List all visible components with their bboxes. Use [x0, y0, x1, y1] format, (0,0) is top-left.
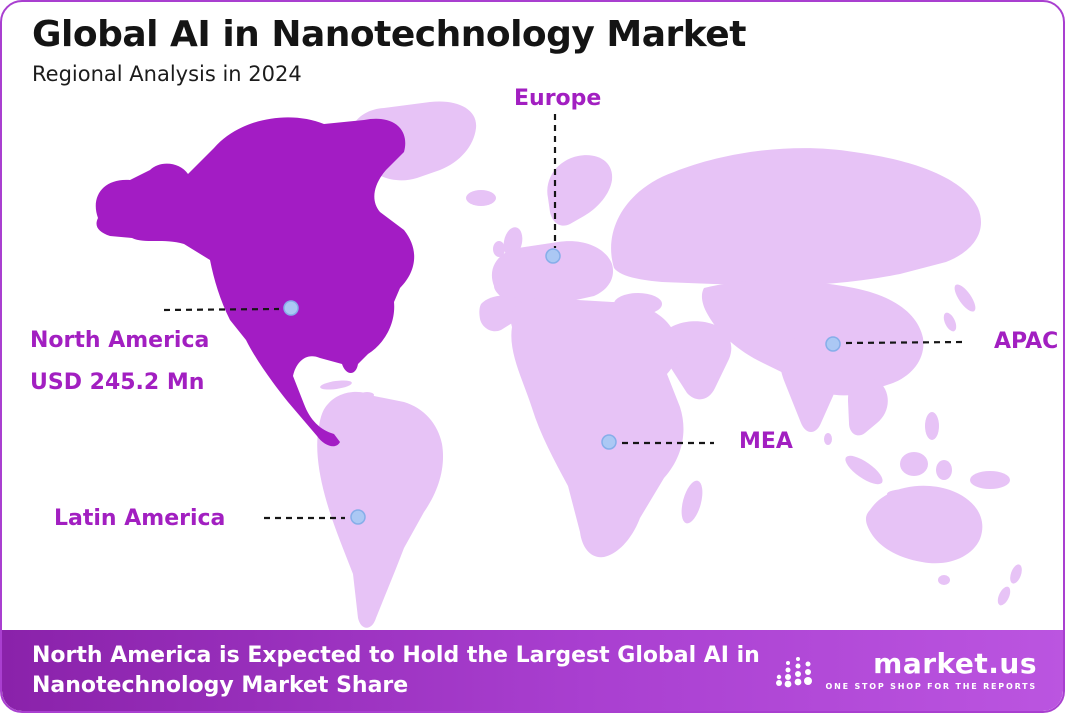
- srilanka-shape: [824, 433, 832, 445]
- indochina-shape: [848, 378, 888, 436]
- marker-mea: [601, 434, 617, 450]
- marker-dots: [283, 248, 841, 525]
- logo-tagline: ONE STOP SHOP FOR THE REPORTS: [825, 682, 1037, 691]
- south-america-shape: [317, 391, 444, 628]
- marker-europe: [545, 248, 561, 264]
- new-zealand-south-shape: [997, 586, 1011, 606]
- sumatra-shape: [845, 455, 883, 485]
- philippines-shape: [925, 412, 939, 440]
- label-apac: APAC: [994, 329, 1059, 354]
- leader-line-apac: [845, 340, 965, 345]
- japan-south-shape: [943, 312, 957, 332]
- banner-text: North America is Expected to Hold the La…: [32, 641, 760, 700]
- new-zealand-north-shape: [1010, 564, 1022, 584]
- caribbean-small-shape: [360, 392, 374, 398]
- marker-latin-america: [350, 509, 366, 525]
- borneo-shape: [900, 452, 928, 476]
- sulawesi-shape: [936, 460, 952, 480]
- madagascar-shape: [681, 480, 703, 524]
- arabia-shape: [660, 321, 732, 400]
- leader-line-north-america: [163, 307, 280, 312]
- label-north-america: North America: [30, 328, 210, 353]
- page-subtitle: Regional Analysis in 2024: [32, 62, 302, 86]
- page-title: Global AI in Nanotechnology Market: [32, 14, 746, 55]
- logo-text-column: market.us ONE STOP SHOP FOR THE REPORTS: [825, 647, 1037, 692]
- ireland-shape: [493, 241, 505, 257]
- australia-shape: [865, 485, 983, 564]
- japan-shape: [954, 284, 976, 312]
- region-north-america-shape: [95, 117, 415, 447]
- new-guinea-shape: [970, 471, 1010, 489]
- marker-north-america: [283, 300, 299, 316]
- label-europe: Europe: [514, 86, 602, 111]
- scandinavia-shape: [547, 155, 613, 226]
- label-mea: MEA: [739, 429, 793, 454]
- tasmania-shape: [938, 575, 950, 585]
- logo-text: market.us: [873, 647, 1037, 680]
- base-regions: [317, 101, 1022, 628]
- iceland-shape: [466, 190, 496, 206]
- africa-shape: [510, 297, 684, 558]
- logo-block: market.us ONE STOP SHOP FOR THE REPORTS: [772, 650, 1037, 692]
- label-latin-america: Latin America: [54, 506, 226, 531]
- russia-shape: [611, 148, 982, 286]
- banner-text-line1: North America is Expected to Hold the La…: [32, 642, 760, 668]
- marketus-logo-icon: [775, 656, 812, 687]
- label-north-america-value: USD 245.2 Mn: [30, 370, 205, 395]
- leader-lines: [163, 114, 965, 520]
- caribbean-shape: [320, 380, 352, 390]
- footer-banner: North America is Expected to Hold the La…: [2, 630, 1063, 711]
- india-shape: [779, 337, 845, 432]
- marker-apac: [825, 336, 841, 352]
- banner-text-line2: Nanotechnology Market Share: [32, 672, 409, 698]
- europe-shape: [491, 241, 614, 307]
